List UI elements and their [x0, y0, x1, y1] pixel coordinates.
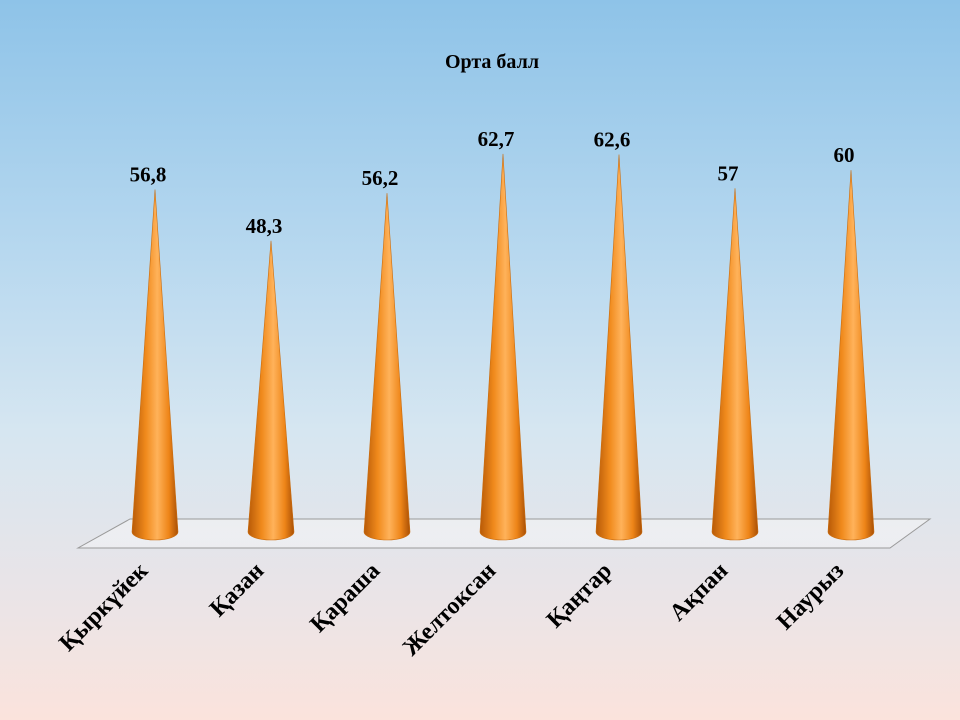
- data-label-5: 57: [718, 161, 739, 185]
- bar-5: [711, 188, 759, 541]
- data-label-3: 62,7: [478, 127, 515, 151]
- x-tick-label-5: Ақпан: [665, 558, 734, 627]
- bar-6: [827, 170, 875, 541]
- chart-marks: 56,8 Қыркүйек 48,3 Қазан 56,2 Қараша 62,7 Желто…: [55, 127, 875, 661]
- x-tick-label-4: Қаңтар: [542, 558, 617, 633]
- bar-1: [247, 240, 295, 541]
- data-label-6: 60: [834, 143, 855, 167]
- x-tick-label-2: Қараша: [305, 558, 385, 638]
- x-tick-label-0: Қыркүйек: [55, 558, 154, 657]
- bar-0: [131, 189, 179, 541]
- bar-2: [363, 193, 411, 541]
- bar-3: [479, 153, 527, 541]
- x-tick-label-6: Наурыз: [772, 558, 849, 635]
- chart-title: Орта балл: [445, 51, 539, 73]
- x-tick-label-1: Қазан: [205, 558, 269, 622]
- bar-4: [595, 154, 643, 541]
- data-label-0: 56,8: [130, 162, 167, 186]
- x-tick-label-3: Желтоксан: [398, 558, 501, 661]
- data-label-2: 56,2: [362, 166, 399, 190]
- data-label-4: 62,6: [594, 128, 631, 152]
- data-label-1: 48,3: [246, 214, 283, 238]
